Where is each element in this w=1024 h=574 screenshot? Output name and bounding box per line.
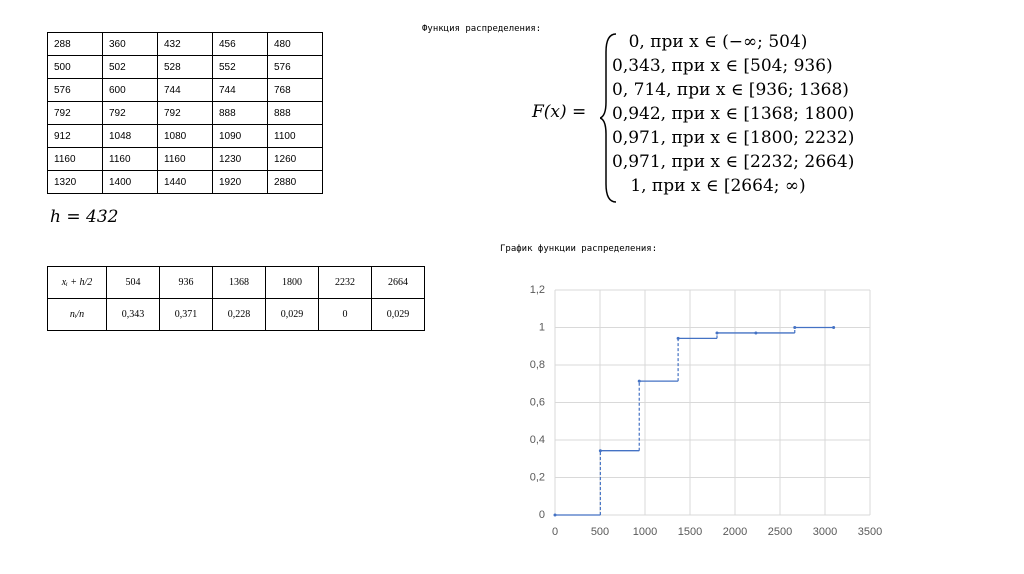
table-cell: 1048 [102, 124, 158, 148]
function-piece: 0,971, при x ∈ [2232; 2664) [612, 152, 855, 172]
y-tick-label: 1,2 [530, 284, 545, 296]
step-point [754, 331, 758, 335]
table-row: 576 600 744 744 768 [47, 78, 323, 102]
table-cell: 1160 [102, 147, 158, 171]
step-point [715, 331, 719, 335]
table-cell: 792 [157, 101, 213, 125]
function-piece: 1, при x ∈ [2664; ∞) [630, 176, 806, 196]
table-cell: 0,029 [371, 298, 425, 331]
table-cell: 912 [47, 124, 103, 148]
x-tick-label: 500 [591, 526, 609, 538]
x-tick-label: 0 [552, 526, 558, 538]
y-tick-label: 1 [539, 321, 545, 333]
x-tick-label: 3500 [858, 526, 882, 538]
table-cell: 2880 [267, 170, 323, 194]
table-cell: 0,371 [159, 298, 213, 331]
table-row: 288 360 432 456 480 [47, 32, 323, 56]
x-tick-label: 3000 [813, 526, 837, 538]
table-cell: 480 [267, 32, 323, 56]
x-tick-label: 1500 [678, 526, 702, 538]
step-point [553, 513, 557, 517]
x-tick-label: 2500 [768, 526, 792, 538]
step-point [676, 336, 680, 340]
h-formula: h = 432 [50, 207, 119, 227]
table-cell: 2232 [318, 266, 372, 299]
function-title: Функция распределения: [422, 24, 542, 34]
table-row: 1320 1400 1440 1920 2880 [47, 170, 323, 194]
function-piece: 0,343, при x ∈ [504; 936) [612, 56, 833, 76]
x-tick-label: 2000 [723, 526, 747, 538]
table-cell: 1400 [102, 170, 158, 194]
table-cell: 0,343 [106, 298, 160, 331]
table-cell: 888 [267, 101, 323, 125]
table-cell: 1100 [267, 124, 323, 148]
function-pieces: 0, при x ∈ (−∞; 504) 0,343, при x ∈ [504;… [612, 30, 855, 198]
table-cell: xᵢ + h/2 [47, 266, 107, 299]
table-cell: 1260 [267, 147, 323, 171]
function-piece: 0,971, при x ∈ [1800; 2232) [612, 128, 855, 148]
table-row: 792 792 792 888 888 [47, 101, 323, 125]
function-lhs: F(x) = [532, 102, 587, 122]
chart-title: График функции распределения: [500, 244, 658, 254]
table-cell: 504 [106, 266, 160, 299]
table-cell: 1440 [157, 170, 213, 194]
table-cell: 744 [157, 78, 213, 102]
x-tick-label: 1000 [633, 526, 657, 538]
function-piece: 0, при x ∈ (−∞; 504) [628, 32, 808, 52]
step-point [832, 326, 836, 329]
brace [600, 33, 617, 203]
table-cell: nᵢ/n [47, 298, 107, 331]
table-row: 1160 1160 1160 1230 1260 [47, 147, 323, 171]
table-cell: 576 [267, 55, 323, 79]
table-cell: 0 [318, 298, 372, 331]
step-point [598, 449, 602, 453]
step-point [637, 379, 641, 383]
table-cell: 500 [47, 55, 103, 79]
function-piece: 0,942, при x ∈ [1368; 1800) [612, 104, 855, 124]
function-piece: 0, 714, при x ∈ [936; 1368) [612, 80, 849, 100]
table-row: 912 1048 1080 1090 1100 [47, 124, 323, 148]
frequency-table: xᵢ + h/2 504 936 1368 1800 2232 2664 nᵢ/n 0,343 0… [47, 266, 425, 331]
table-cell: 0,228 [212, 298, 266, 331]
y-tick-label: 0,4 [530, 434, 545, 446]
y-tick-label: 0,6 [530, 396, 545, 408]
table-cell: 792 [47, 101, 103, 125]
y-tick-label: 0 [539, 509, 545, 521]
table-cell: 2664 [371, 266, 425, 299]
data-table: 288 360 432 456 480 500 502 528 552 576 576 600 744 7… [47, 32, 323, 194]
y-tick-label: 0,8 [530, 359, 545, 371]
y-tick-label: 0,2 [530, 471, 545, 483]
step-point [793, 326, 797, 329]
table-cell: 792 [102, 101, 158, 125]
